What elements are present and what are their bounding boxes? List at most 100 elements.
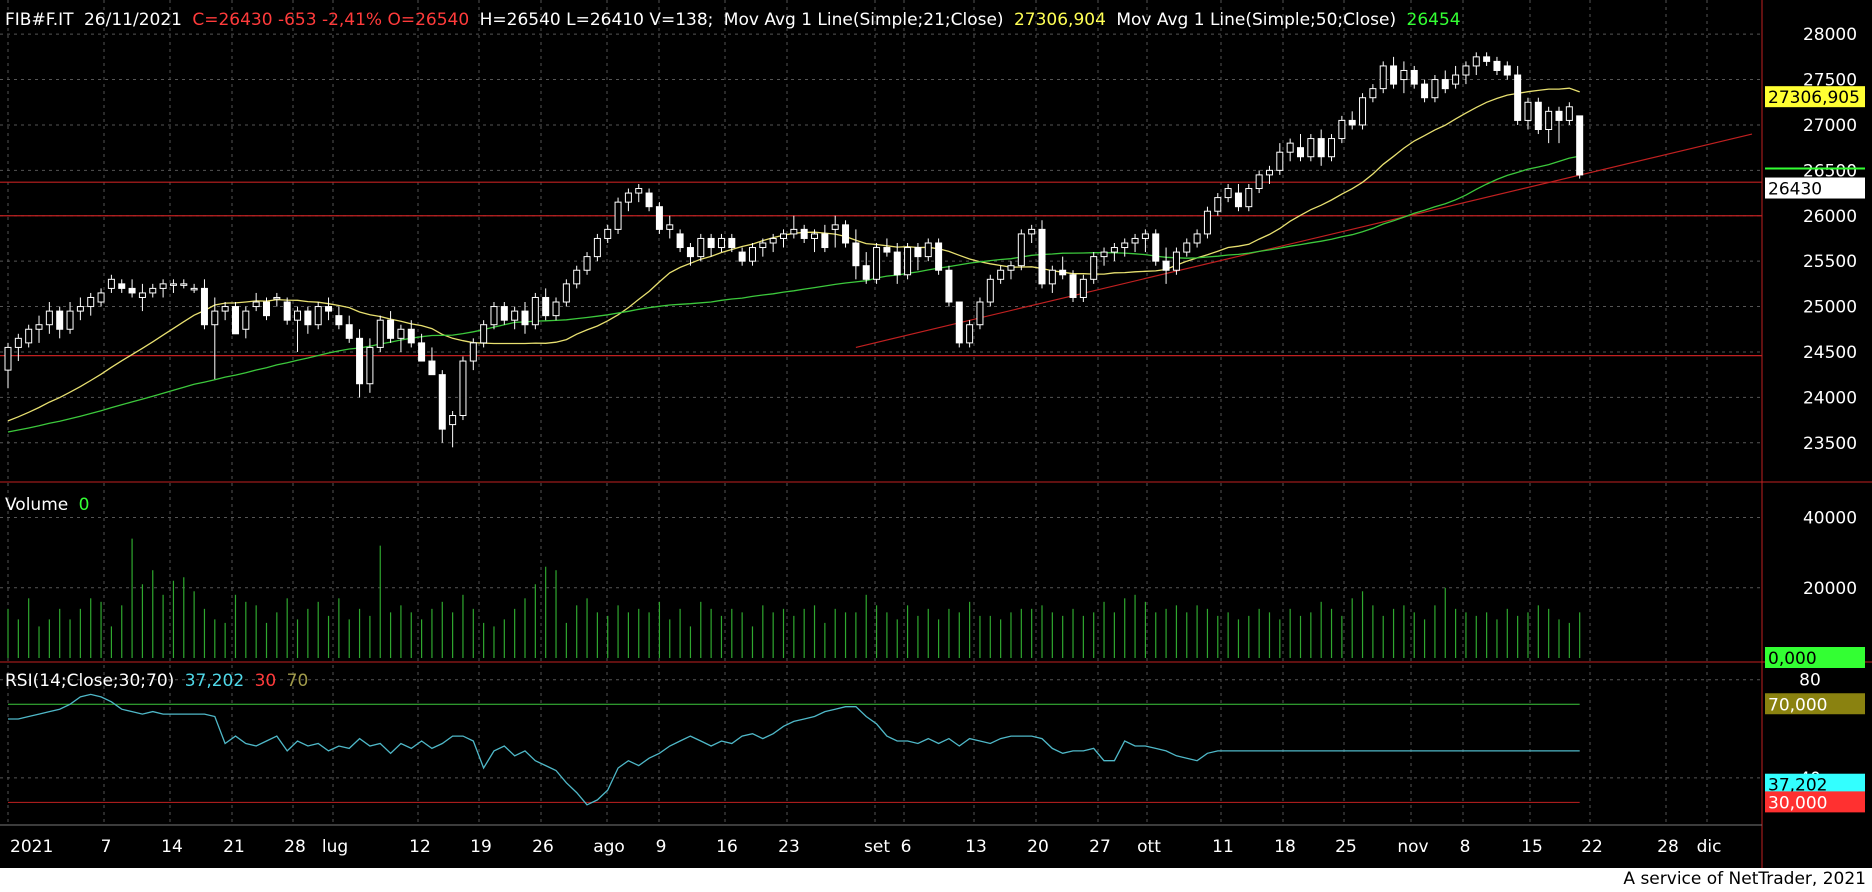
time-tick-label: ott [1137,837,1161,857]
candle-body-down [655,206,663,230]
candle [376,315,384,352]
candle [1565,102,1573,125]
candle-body-down [200,287,208,326]
candle-body-up [180,283,188,286]
candle [1524,97,1532,130]
candle [159,279,167,298]
candle-body-up [769,237,777,244]
candle-body-down [325,306,333,312]
candle-body-down [128,287,136,294]
candle-body-down [1038,228,1046,285]
candle [169,279,177,293]
candle-body-up [138,292,146,298]
candle [811,229,819,253]
candle-body-up [1338,119,1346,140]
candle [728,233,736,253]
candle [552,297,560,321]
header-ma21-value: 27306,904 [1014,10,1106,30]
candle-body-up [1100,251,1108,258]
candle-body-down [1483,56,1491,62]
candle-body-down [263,301,270,317]
candle [387,311,395,343]
candle-body-up [790,228,798,235]
ma21-badge-box [1765,86,1865,108]
header-ma50-label: Mov Avg 1 Line(Simple;50;Close) [1116,10,1396,30]
time-tick-label: 7 [101,837,112,857]
candle-body-down [842,224,850,244]
candle-body-up [107,278,115,289]
candle [1172,247,1180,275]
candle-body-up [469,342,477,362]
candle-body-up [904,247,912,276]
price-tick-label: 25500 [1803,252,1857,272]
price-tick-label: 23500 [1803,434,1857,454]
rsi-header-label: RSI(14;Close;30;70) [5,671,174,691]
candle-body-up [583,256,591,271]
candle-body-up [376,319,384,348]
candle [1007,261,1015,280]
candle-body-up [562,283,570,303]
ma21-badge: 27306,905 [1765,86,1865,108]
candle-body-down [862,265,870,280]
candle-body-up [924,242,932,258]
price-tick-label: 24500 [1803,343,1857,363]
candle [190,283,198,293]
time-tick-label: 20 [1027,837,1049,857]
candle-body-up [159,283,167,289]
candle-body-up [1379,65,1387,90]
rsi-value-badge: 37,202 [1765,773,1865,796]
header-ma50-value: 26454 [1407,10,1461,30]
price-tick-label: 26500 [1803,161,1857,181]
candle [1493,56,1501,76]
candle-body-up [635,188,643,194]
candle-body-up [45,310,53,326]
candle [873,243,881,284]
candle-body-down [521,310,529,326]
price-tick-label: 27000 [1803,116,1857,136]
candle [1079,274,1087,303]
candle [1369,84,1377,103]
grid-layer [0,0,1872,868]
candle-body-down [676,233,684,249]
candle [666,215,674,239]
rsi-value-badge-box [1765,773,1865,795]
candle [118,279,126,293]
candle [14,333,22,362]
candle-body-up [1131,237,1139,244]
candle [883,238,891,257]
candle-body-up [1090,256,1098,280]
candle-body-up [1255,174,1263,190]
price-tick-label: 25000 [1803,298,1857,318]
candle [531,292,539,330]
candle-body-down [1576,115,1584,176]
time-tick-label: 12 [409,837,431,857]
candle [624,188,632,212]
time-tick-label: 18 [1274,837,1296,857]
candle [45,302,53,334]
candle-body-up [1307,138,1315,158]
candle [769,233,777,253]
time-tick-label: 14 [161,837,183,857]
candle-body-down [945,269,953,303]
time-tick-label: 28 [1657,837,1679,857]
candle-body-up [666,224,674,230]
candle-body-down [283,301,291,321]
price-tick-label: 24000 [1803,388,1857,408]
candle [511,306,519,330]
candle-body-down [800,228,808,239]
candle [1452,65,1460,89]
candle [66,302,74,334]
candle [128,279,136,298]
candle [997,265,1005,284]
candle [717,233,725,253]
candle-body-up [169,283,177,286]
rsi-header-high: 70 [287,671,309,691]
candle-body-up [1245,188,1253,208]
candle-body-down [356,337,364,385]
time-tick-label: 19 [470,837,492,857]
candle-body-up [1203,210,1211,235]
candle [242,306,250,339]
candle [1265,165,1273,184]
candle-body-up [490,306,498,326]
candle [1379,61,1387,94]
